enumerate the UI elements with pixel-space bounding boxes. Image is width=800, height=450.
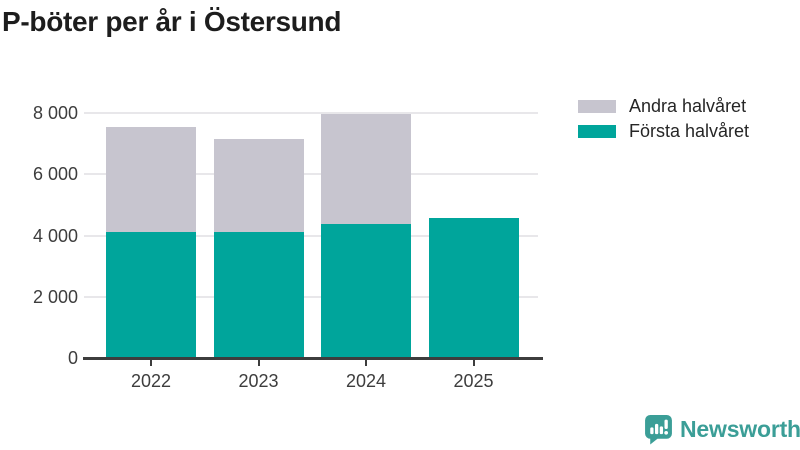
plot-area: [83, 112, 543, 360]
legend-label: Första halvåret: [629, 120, 750, 141]
legend-swatch: [578, 124, 616, 138]
bar-segment-2023: [213, 232, 304, 358]
x-tick: [150, 359, 152, 366]
bar-segment-2024: [321, 113, 411, 224]
chart-title: P-böter per år i Östersund: [2, 6, 342, 37]
bar-segment-2022: [106, 126, 196, 233]
x-tick-label: 2023: [238, 371, 279, 391]
gridline: [84, 234, 538, 237]
y-tick-label: 8 000: [32, 103, 78, 123]
x-axis-line: [83, 357, 543, 360]
bar-segment-2025: [428, 217, 519, 358]
newsworthy-logo: Newsworthy: [644, 414, 800, 445]
y-tick-label: 6 000: [32, 164, 78, 185]
y-tick-label: 4 000: [32, 225, 78, 246]
y-tick-label: 0: [67, 348, 78, 368]
legend-swatch: [578, 99, 616, 113]
x-tick-label: 2024: [345, 371, 387, 391]
gridline: [84, 112, 538, 114]
bar-segment-2024: [321, 223, 411, 358]
bar-segment-2022: [106, 232, 196, 358]
y-tick-label: 2 000: [32, 286, 78, 307]
x-tick: [257, 359, 260, 366]
x-tick-label: 2025: [453, 371, 494, 391]
bar-segment-2023: [213, 139, 304, 233]
legend-label: Andra halvåret: [629, 95, 747, 116]
brand-name: Newsworthy: [680, 416, 800, 442]
newsworthy-icon: [645, 415, 672, 445]
gridline: [84, 173, 538, 176]
legend-item: Första halvåret: [578, 121, 749, 141]
x-tick: [365, 359, 367, 366]
x-tick: [472, 359, 475, 366]
x-tick-label: 2022: [130, 371, 172, 391]
legend: Andra halvåret Första halvåret: [578, 96, 749, 146]
gridline: [84, 295, 538, 298]
legend-item: Andra halvåret: [578, 96, 749, 116]
